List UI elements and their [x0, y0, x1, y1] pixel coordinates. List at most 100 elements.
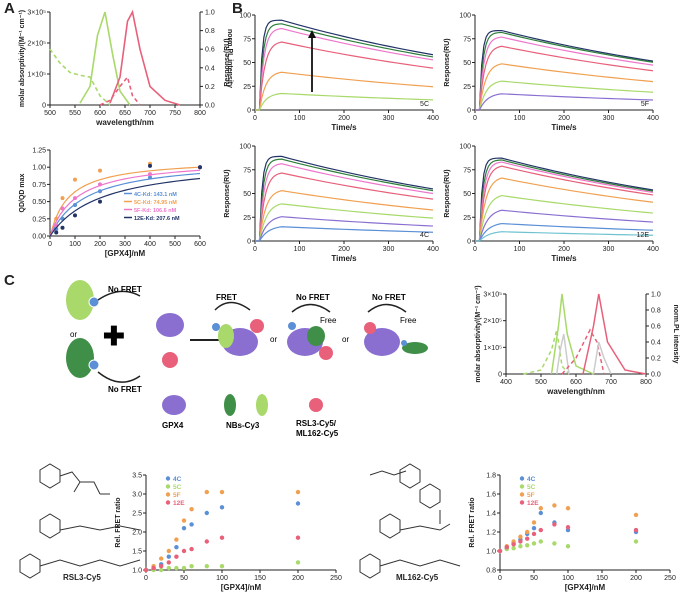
x-tick-label: 500 [169, 241, 181, 248]
data-point [204, 564, 209, 569]
y-tick-label: 1.6 [486, 492, 496, 499]
y-tick-label: 75 [463, 167, 471, 174]
free-label: Free [400, 316, 417, 325]
x-axis-label: [GPX4]/nM [221, 583, 262, 592]
gpx4-legend-icon [162, 395, 186, 415]
y-tick-label: 3×10⁵ [27, 10, 46, 17]
data-point [531, 526, 537, 531]
no-fret-label: No FRET [108, 285, 142, 294]
data-point [518, 534, 523, 539]
data-point [525, 529, 530, 535]
data-point [525, 543, 530, 548]
y2-tick-label: 0.4 [205, 65, 215, 72]
x-tick-label: 300 [603, 246, 615, 253]
sensorgram-line [475, 157, 654, 242]
fret-label: FRET [216, 293, 237, 302]
x-tick-label: 600 [194, 241, 206, 248]
x-tick-label: 600 [94, 110, 106, 117]
sensorgram-line [255, 172, 434, 242]
ml162-structure [359, 463, 461, 579]
nbs-legend-icon-light [256, 394, 268, 416]
compound-label: 5C [420, 101, 429, 108]
spectrum-line [79, 11, 131, 106]
data-point [538, 539, 543, 544]
cy5-free [319, 346, 333, 360]
x-tick-label: 400 [144, 241, 156, 248]
sensorgram-line [475, 194, 654, 242]
data-point [531, 531, 537, 537]
x-tick-label: 200 [558, 115, 570, 122]
legend-marker [519, 500, 525, 505]
x-tick-label: 400 [500, 379, 512, 386]
cy5-dot [250, 319, 264, 333]
x-tick-label: 300 [603, 115, 615, 122]
sensorgram-line [255, 155, 434, 242]
y-tick-label: 1.00 [32, 165, 46, 172]
y-tick-label: 2×10⁵ [27, 41, 46, 48]
data-point [159, 556, 164, 561]
panel-letter-a: A [4, 0, 15, 17]
gpx4-complex [364, 328, 400, 356]
data-point [174, 565, 179, 571]
sensorgram-line [255, 23, 434, 111]
y-tick-label: 100 [459, 144, 471, 151]
y-tick-label: 100 [459, 13, 471, 20]
data-point [552, 522, 557, 527]
cy3-dot [88, 359, 100, 371]
data-point [166, 548, 171, 554]
legend-label: 5C [527, 484, 536, 491]
legend-label: 12E [527, 500, 539, 507]
data-point [159, 564, 164, 569]
y-axis-label: Response(RU) [444, 169, 451, 217]
legend-marker [165, 484, 171, 489]
x-axis-label: Time/s [331, 123, 357, 132]
x-tick-label: 0 [498, 575, 502, 582]
y-tick-label: 0 [498, 372, 502, 379]
x-tick-label: 550 [69, 110, 81, 117]
data-point [552, 503, 557, 508]
x-axis-label: Time/s [331, 254, 357, 263]
nanobody-free [402, 342, 428, 354]
sensorgram-line [255, 158, 434, 242]
data-point [504, 545, 509, 550]
x-tick-label: 150 [596, 575, 608, 582]
sensorgram-line [475, 177, 654, 242]
legend-label: 12E-Kd: 207.6 nM [134, 216, 180, 222]
y-tick-label: 2.0 [132, 530, 142, 537]
data-point [174, 554, 179, 559]
data-point [60, 206, 65, 211]
y-tick-label: 50 [243, 60, 251, 67]
y-tick-label: 75 [463, 36, 471, 43]
y-tick-label: 2.5 [132, 511, 142, 518]
no-fret-arrow [291, 303, 331, 313]
fit-curve [49, 169, 201, 237]
panel-letter-b: B [232, 0, 243, 17]
data-point [60, 196, 65, 201]
data-point [518, 539, 523, 544]
sensorgram-line [475, 165, 654, 242]
sensorgram-line [255, 27, 434, 111]
nanobody-light [66, 280, 94, 320]
compound-label: 5F [641, 101, 649, 108]
y-tick-label: 1×10⁵ [483, 345, 502, 352]
y2-tick-label: 1.0 [651, 292, 661, 299]
x-tick-label: 0 [253, 246, 257, 253]
nanobody-bound [307, 326, 325, 346]
x-tick-label: 150 [254, 575, 266, 582]
y2-axis-label: norm.PL intensity [226, 29, 233, 88]
data-point [181, 565, 187, 571]
x-tick-label: 250 [664, 575, 676, 582]
data-point [159, 567, 164, 573]
x-axis-label: wavelength/nm [95, 118, 154, 127]
data-point [518, 544, 523, 549]
fit-curve [49, 172, 201, 237]
data-point [219, 535, 225, 540]
y-tick-label: 50 [243, 191, 251, 198]
molecule-structures: RSL3-Cy5 ML162-Cy5 [19, 463, 461, 582]
x-tick-label: 400 [427, 115, 439, 122]
y-tick-label: 2×10⁵ [483, 318, 502, 325]
sensorgram-line [255, 203, 434, 242]
x-tick-label: 400 [427, 246, 439, 253]
no-fret-label: No FRET [296, 293, 330, 302]
